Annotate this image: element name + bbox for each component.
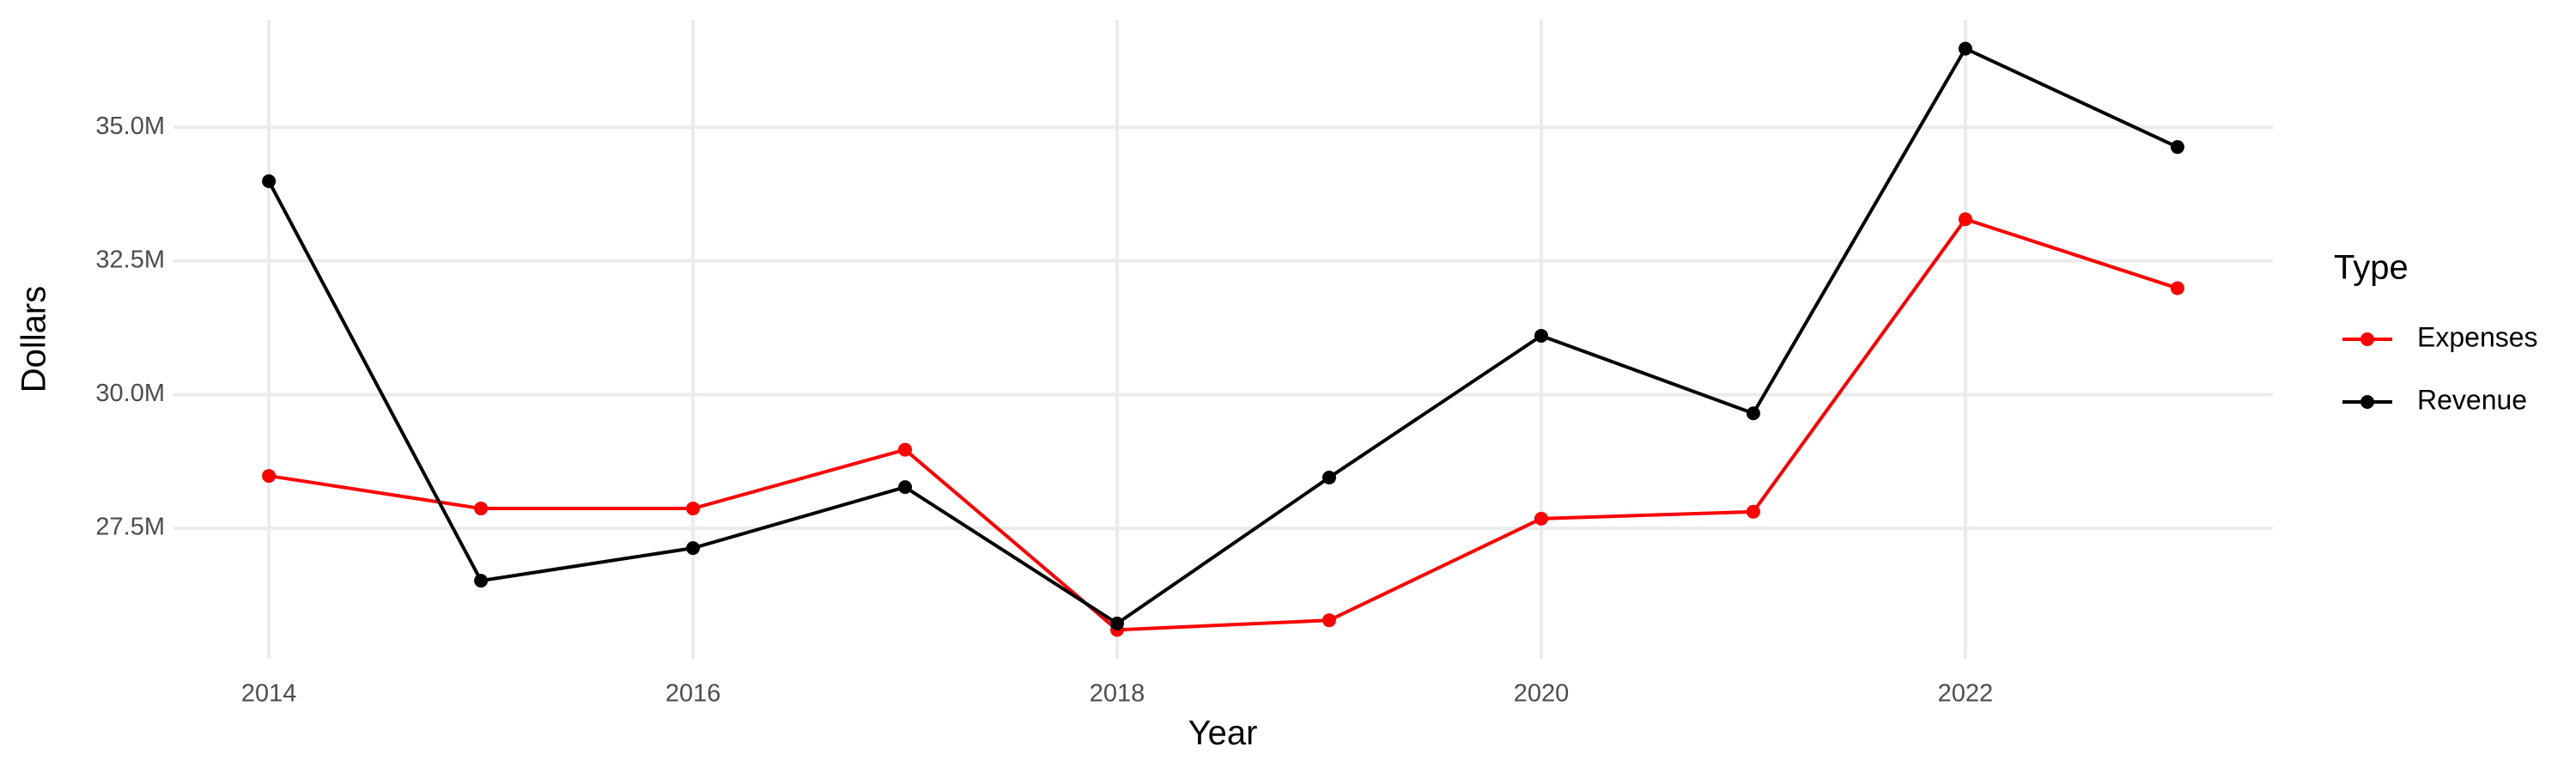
data-point [474,574,489,588]
x-tick-label: 2020 [1514,680,1570,708]
y-tick-label: 32.5M [95,246,165,273]
data-point [1958,41,1972,56]
legend-title: Type [2334,249,2409,287]
y-axis-title: Dollars [15,286,53,393]
data-point [1534,511,1548,526]
data-point [262,469,276,484]
y-tick-label: 27.5M [95,514,165,541]
data-point [2170,140,2184,155]
data-point [686,541,701,556]
data-point [898,442,913,457]
legend-point [2360,332,2374,346]
data-point [1958,212,1972,227]
legend-label: Revenue [2417,384,2527,415]
data-point [1321,470,1336,484]
x-tick-label: 2022 [1938,680,1994,708]
x-tick-label: 2018 [1090,680,1145,708]
y-tick-label: 35.0M [95,113,165,140]
series-line [268,216,2178,632]
data-point [1110,616,1125,630]
data-point [1534,328,1548,343]
x-axis-title: Year [1188,715,1258,752]
data-point [262,174,276,189]
data-point [1746,504,1760,519]
data-point [898,480,913,495]
grid [173,20,2273,659]
legend-label: Expenses [2417,321,2538,352]
x-tick-label: 2014 [241,680,297,708]
legend-point [2360,395,2374,409]
data-point [2170,281,2184,295]
series-line [267,46,2178,626]
data-point [474,502,489,516]
data-point [1746,406,1760,421]
x-tick-label: 2016 [665,680,721,708]
data-point [686,502,701,516]
data-point [1321,613,1336,628]
y-tick-label: 30.0M [95,380,165,407]
